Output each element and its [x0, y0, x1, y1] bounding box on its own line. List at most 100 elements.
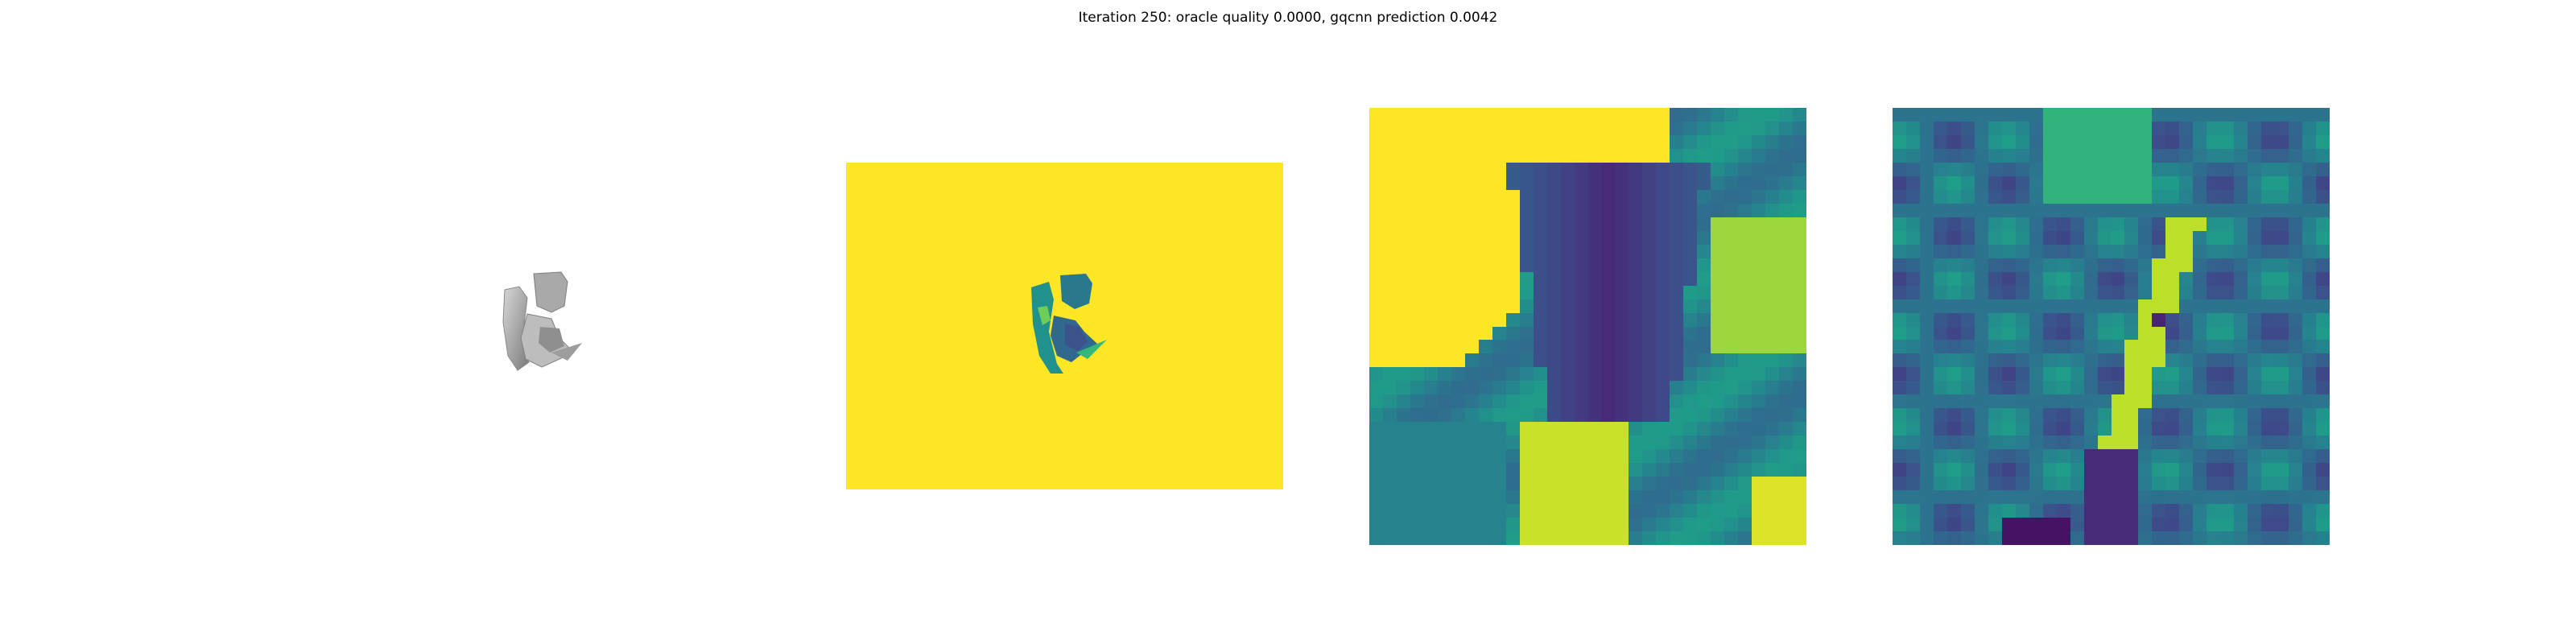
depth-cell [1437, 408, 1451, 423]
gradient-cell [2097, 518, 2112, 532]
depth-cell [1642, 271, 1657, 286]
gradient-cell [2302, 477, 2317, 491]
depth-cell [1670, 217, 1684, 231]
gradient-cell [2070, 340, 2084, 354]
gradient-cell [2138, 258, 2153, 272]
gradient-cell [1933, 353, 1947, 368]
gradient-cell [2261, 148, 2276, 163]
gradient-cell [1893, 394, 1906, 409]
depth-cell [1656, 175, 1670, 190]
depth-cell [1779, 244, 1794, 258]
gradient-cell [2179, 312, 2194, 327]
gradient-cell [2179, 381, 2194, 395]
depth-cell [1656, 518, 1670, 532]
depth-cell [1478, 340, 1492, 354]
gradient-cell [2138, 189, 2153, 204]
depth-cell [1642, 148, 1657, 163]
depth-cell [1505, 299, 1520, 313]
gradient-cell [2029, 367, 2043, 382]
depth-cell [1546, 175, 1561, 190]
gradient-cell [2248, 394, 2262, 409]
depth-cell [1711, 258, 1725, 272]
gradient-cell [2302, 244, 2317, 258]
depth-cell [1423, 477, 1438, 491]
gradient-cell [1946, 203, 1961, 217]
depth-cell [1423, 271, 1438, 286]
depth-cell [1642, 340, 1657, 354]
gradient-cell [2261, 285, 2276, 299]
gradient-cell [2070, 230, 2084, 245]
depth-cell [1793, 490, 1806, 505]
gradient-cell [1905, 189, 1920, 204]
depth-cell [1560, 518, 1575, 532]
gradient-cell [1919, 477, 1934, 491]
gradient-cell [2083, 436, 2098, 450]
gradient-cell [2001, 203, 2016, 217]
gradient-cell [2220, 408, 2235, 423]
gradient-cell [2111, 518, 2125, 532]
depth-cell [1505, 148, 1520, 163]
depth-cell [1533, 134, 1547, 149]
gradient-cell [2015, 408, 2029, 423]
depth-cell [1711, 134, 1725, 149]
gradient-cell [2124, 463, 2139, 477]
depth-cell [1574, 244, 1588, 258]
gradient-cell [1919, 408, 1934, 423]
depth-cell [1574, 518, 1588, 532]
gradient-cell [2220, 449, 2235, 464]
gradient-cell [2111, 436, 2125, 450]
depth-cell [1396, 244, 1410, 258]
gradient-cell [2234, 367, 2248, 382]
gradient-cell [2083, 271, 2098, 286]
depth-cell [1410, 258, 1424, 272]
depth-cell [1574, 203, 1588, 217]
depth-cell [1423, 353, 1438, 368]
gradient-cell [1893, 299, 1906, 313]
depth-cell [1615, 258, 1629, 272]
gradient-cell [2165, 518, 2180, 532]
gradient-cell [2248, 108, 2262, 122]
depth-cell [1410, 148, 1424, 163]
gradient-cell [2207, 189, 2221, 204]
gradient-cell [2015, 217, 2029, 231]
gradient-cell [2220, 121, 2235, 135]
gradient-cell [2165, 463, 2180, 477]
depth-cell [1724, 258, 1739, 272]
gradient-cell [2275, 353, 2289, 368]
depth-cell [1492, 175, 1506, 190]
gradient-cell [2234, 381, 2248, 395]
gradient-cell [2302, 367, 2317, 382]
gradient-cell [2124, 449, 2139, 464]
gradient-cell [1946, 340, 1961, 354]
depth-cell [1656, 148, 1670, 163]
gradient-cell [2138, 244, 2153, 258]
depth-cell [1642, 299, 1657, 313]
depth-cell [1752, 203, 1766, 217]
depth-cell [1533, 299, 1547, 313]
depth-cell [1410, 134, 1424, 149]
depth-cell [1410, 108, 1424, 122]
gradient-cell [2097, 463, 2112, 477]
depth-cell [1437, 134, 1451, 149]
gradient-cell [2220, 490, 2235, 505]
gradient-cell [1960, 258, 1975, 272]
depth-cell [1738, 108, 1752, 122]
gradient-cell [1960, 299, 1975, 313]
gradient-cell [1988, 175, 2002, 190]
depth-cell [1464, 436, 1479, 450]
depth-cell [1752, 408, 1766, 423]
depth-cell [1574, 258, 1588, 272]
gradient-cell [2097, 340, 2112, 354]
depth-cell [1765, 367, 1780, 382]
gradient-cell [1946, 121, 1961, 135]
depth-cell [1738, 121, 1752, 135]
gradient-cell [2152, 353, 2166, 368]
gradient-cell [2275, 217, 2289, 231]
depth-cell [1629, 148, 1643, 163]
gradient-cell [1974, 408, 1988, 423]
gradient-cell [2152, 326, 2166, 341]
depth-cell [1738, 394, 1752, 409]
depth-cell [1793, 271, 1806, 286]
gradient-cell [2111, 408, 2125, 423]
gradient-cell [1974, 121, 1988, 135]
